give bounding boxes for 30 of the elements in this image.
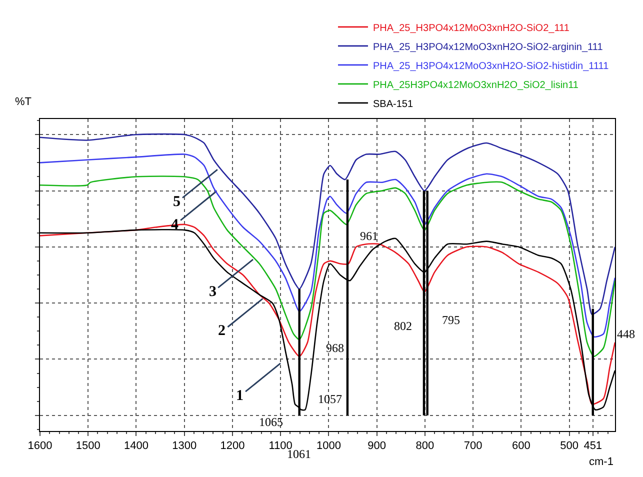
x-tick-label: 800 xyxy=(416,440,434,452)
y-axis-title: %T xyxy=(15,96,32,108)
annotation: 5 xyxy=(173,194,180,210)
x-tick-label: 500 xyxy=(560,440,578,452)
annotation: 1065 xyxy=(259,415,283,429)
legend-label: PHA_25_H3PO4x12MoO3xnH2O-SiO2-histidin_1111 xyxy=(373,60,610,72)
x-tick-label: 1400 xyxy=(124,440,148,452)
x-tick-label: 1600 xyxy=(28,440,52,452)
legend-label: PHA_25_H3PO4x12MoO3xnH2O-SiO2-arginin_111 xyxy=(373,42,604,53)
annotation: 2 xyxy=(218,323,226,339)
annotation: 802 xyxy=(394,319,412,333)
annotation: 1057 xyxy=(318,392,342,406)
annotation: 968 xyxy=(326,341,344,355)
x-tick-label: 1500 xyxy=(76,440,100,452)
x-tick-label: 700 xyxy=(464,440,482,452)
legend-label: PHA_25_H3PO4x12MoO3xnH2O-SiO2_111 xyxy=(373,22,570,34)
x-axis-title: cm-1 xyxy=(589,456,614,468)
x-tick-label: 600 xyxy=(512,440,530,452)
annotation: 1 xyxy=(236,388,244,404)
annotation: 3 xyxy=(209,284,216,300)
legend-label: PHA_25H3PO4x12MoO3xnH2O_SiO2_lisin11 xyxy=(373,80,579,91)
annotation: 795 xyxy=(442,313,460,327)
annotation: 961 xyxy=(360,229,378,243)
x-tick-label: 1200 xyxy=(220,440,245,452)
x-tick-label: 1300 xyxy=(172,440,197,452)
x-tick-label: 1000 xyxy=(316,440,341,452)
legend-label: SBA-151 xyxy=(373,98,414,110)
x-tick-label: 900 xyxy=(368,440,386,452)
text: 448 xyxy=(617,327,635,341)
x-tick-label: 451 xyxy=(584,440,602,452)
